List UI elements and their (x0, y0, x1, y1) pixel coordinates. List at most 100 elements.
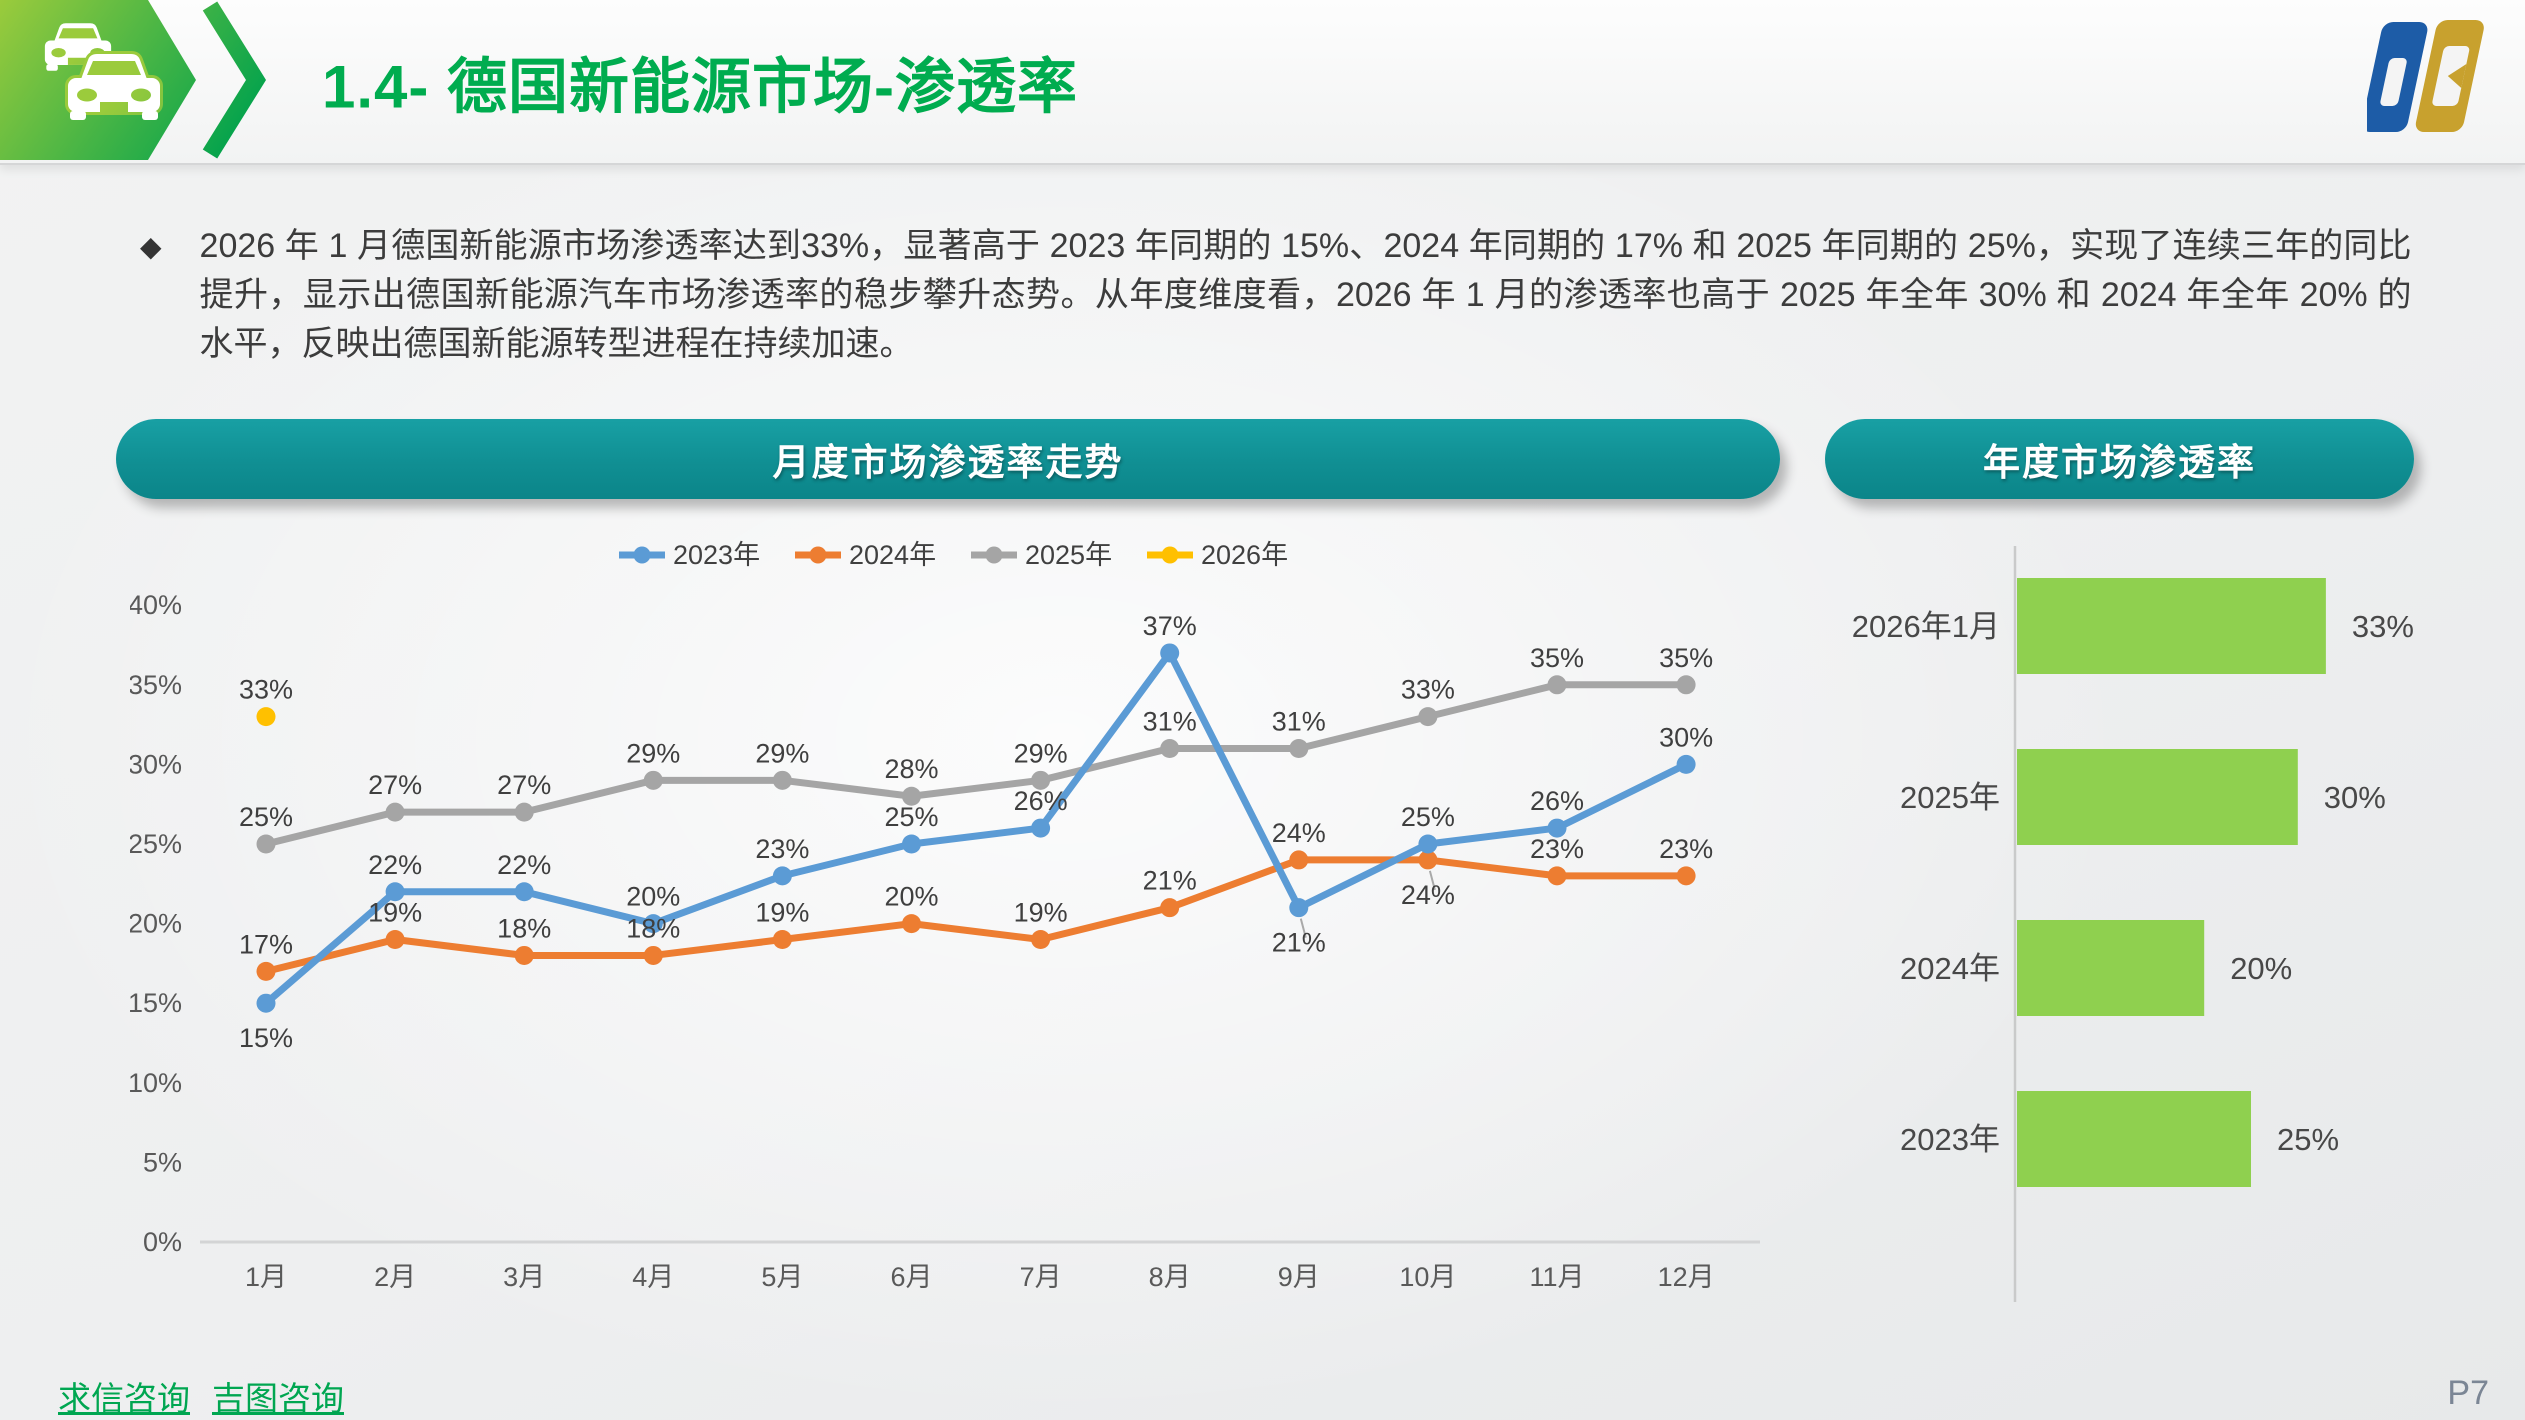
svg-text:15%: 15% (130, 988, 182, 1018)
svg-text:29%: 29% (626, 738, 680, 768)
svg-text:8月: 8月 (1149, 1262, 1191, 1292)
diamond-bullet-icon: ◆ (140, 231, 162, 262)
svg-text:26%: 26% (1014, 786, 1068, 816)
car-icon-front (65, 51, 163, 120)
yearly-chart-title: 年度市场渗透率 (1983, 442, 2256, 483)
svg-text:19%: 19% (368, 898, 422, 928)
legend: 2023年 2024年 2025年 2026年 (619, 540, 1288, 570)
footer-link-qiuxin[interactable]: 求信咨询 (58, 1380, 190, 1417)
legend-item-2026年: 2026年 (1147, 540, 1288, 570)
svg-text:2024年: 2024年 (849, 540, 936, 570)
svg-text:0%: 0% (143, 1227, 182, 1257)
svg-text:20%: 20% (884, 882, 938, 912)
svg-text:35%: 35% (1659, 643, 1713, 673)
series-2024年 (256, 850, 1696, 981)
svg-text:25%: 25% (130, 829, 182, 859)
page-title: 1.4- 德国新能源市场-渗透率 (322, 53, 1079, 120)
company-logo-icon (2367, 20, 2484, 132)
summary-text: 2026 年 1 月德国新能源市场渗透率达到33%，显著高于 2023 年同期的… (199, 227, 2412, 363)
svg-text:21%: 21% (1272, 928, 1326, 958)
svg-text:18%: 18% (626, 913, 680, 943)
svg-text:18%: 18% (497, 913, 551, 943)
svg-text:11月: 11月 (1529, 1262, 1584, 1292)
legend-marker-icon (985, 546, 1003, 564)
series-2025年 (256, 675, 1696, 854)
svg-text:2026年: 2026年 (1201, 540, 1288, 570)
bar-category-label: 2025年 (1900, 780, 2000, 815)
svg-text:27%: 27% (497, 770, 551, 800)
summary-block: ◆ 2026 年 1 月德国新能源市场渗透率达到33%，显著高于 2023 年同… (140, 222, 2440, 369)
svg-text:22%: 22% (368, 850, 422, 880)
svg-text:2月: 2月 (374, 1262, 416, 1292)
bar-row: 2026年1月 33% (1852, 578, 2414, 674)
svg-text:7月: 7月 (1020, 1262, 1062, 1292)
svg-text:4月: 4月 (632, 1262, 674, 1292)
svg-text:22%: 22% (497, 850, 551, 880)
svg-text:33%: 33% (239, 675, 293, 705)
bar-value-label: 20% (2230, 951, 2292, 986)
monthly-chart-title: 月度市场渗透率走势 (772, 442, 1124, 483)
svg-text:28%: 28% (884, 754, 938, 784)
legend-item-2023年: 2023年 (619, 540, 760, 570)
legend-marker-icon (809, 546, 827, 564)
svg-text:30%: 30% (1659, 722, 1713, 752)
series-2023年 (256, 643, 1696, 1013)
svg-text:31%: 31% (1272, 706, 1326, 736)
bar-row: 2024年 20% (1900, 920, 2292, 1016)
svg-text:9月: 9月 (1278, 1262, 1320, 1292)
series-2026年 (256, 707, 276, 727)
svg-text:35%: 35% (130, 670, 182, 700)
legend-marker-icon (633, 546, 651, 564)
svg-text:29%: 29% (755, 738, 809, 768)
bar-row: 2025年 30% (1900, 749, 2386, 845)
svg-text:35%: 35% (1530, 643, 1584, 673)
svg-text:2025年: 2025年 (1025, 540, 1112, 570)
svg-text:20%: 20% (130, 909, 182, 939)
svg-text:23%: 23% (1530, 834, 1584, 864)
footer-link-jitu[interactable]: 吉图咨询 (212, 1380, 344, 1417)
bar-category-label: 2023年 (1900, 1122, 2000, 1157)
svg-text:10%: 10% (130, 1068, 182, 1098)
chevron-icon (202, 1, 267, 159)
svg-text:40%: 40% (130, 590, 182, 620)
svg-text:5月: 5月 (761, 1262, 803, 1292)
svg-text:25%: 25% (1401, 802, 1455, 832)
svg-text:23%: 23% (755, 834, 809, 864)
svg-text:20%: 20% (626, 882, 680, 912)
bar (2017, 578, 2326, 674)
yearly-chart-title-pill: 年度市场渗透率 (1825, 419, 2414, 499)
bar-value-label: 30% (2324, 780, 2386, 815)
bar-category-label: 2024年 (1900, 951, 2000, 986)
footer-links: 求信咨询 吉图咨询 (58, 1372, 366, 1420)
svg-text:21%: 21% (1143, 866, 1197, 896)
svg-text:6月: 6月 (890, 1262, 932, 1292)
svg-text:37%: 37% (1143, 611, 1197, 641)
svg-text:25%: 25% (239, 802, 293, 832)
svg-text:24%: 24% (1272, 818, 1326, 848)
svg-text:25%: 25% (884, 802, 938, 832)
monthly-line-chart: 0% 5% 10% 15% 20% 25% 30% 35% 40% 1月 2月 3月 4月 5月 6月 7月 8… (130, 540, 1760, 1292)
svg-text:19%: 19% (1014, 898, 1068, 928)
bar (2017, 920, 2205, 1016)
page-number: P7 (2447, 1374, 2489, 1412)
bar (2017, 1091, 2251, 1187)
svg-text:26%: 26% (1530, 786, 1584, 816)
svg-text:10月: 10月 (1399, 1262, 1456, 1292)
svg-text:19%: 19% (755, 898, 809, 928)
monthly-chart-title-pill: 月度市场渗透率走势 (116, 419, 1780, 499)
yearly-bar-chart: 2026年1月 33% 2025年 30% 2024年 20% 2023年 25% (1852, 546, 2414, 1302)
y-axis-labels: 0% 5% 10% 15% 20% 25% 30% 35% 40% (130, 590, 182, 1257)
cars-badge (0, 0, 267, 160)
svg-text:2023年: 2023年 (673, 540, 760, 570)
legend-marker-icon (1161, 546, 1179, 564)
svg-text:3月: 3月 (503, 1262, 545, 1292)
bar-value-label: 25% (2277, 1122, 2339, 1157)
svg-text:24%: 24% (1401, 880, 1455, 910)
bar-category-label: 2026年1月 (1852, 609, 2000, 644)
svg-text:30%: 30% (130, 749, 182, 779)
svg-text:5%: 5% (143, 1147, 182, 1177)
svg-text:31%: 31% (1143, 706, 1197, 736)
legend-item-2025年: 2025年 (971, 540, 1112, 570)
data-labels: 15% 22% 22% 20% 23% 25% 26% 37% 21% 25% 26% 30% 17% 1… (239, 611, 1713, 1053)
